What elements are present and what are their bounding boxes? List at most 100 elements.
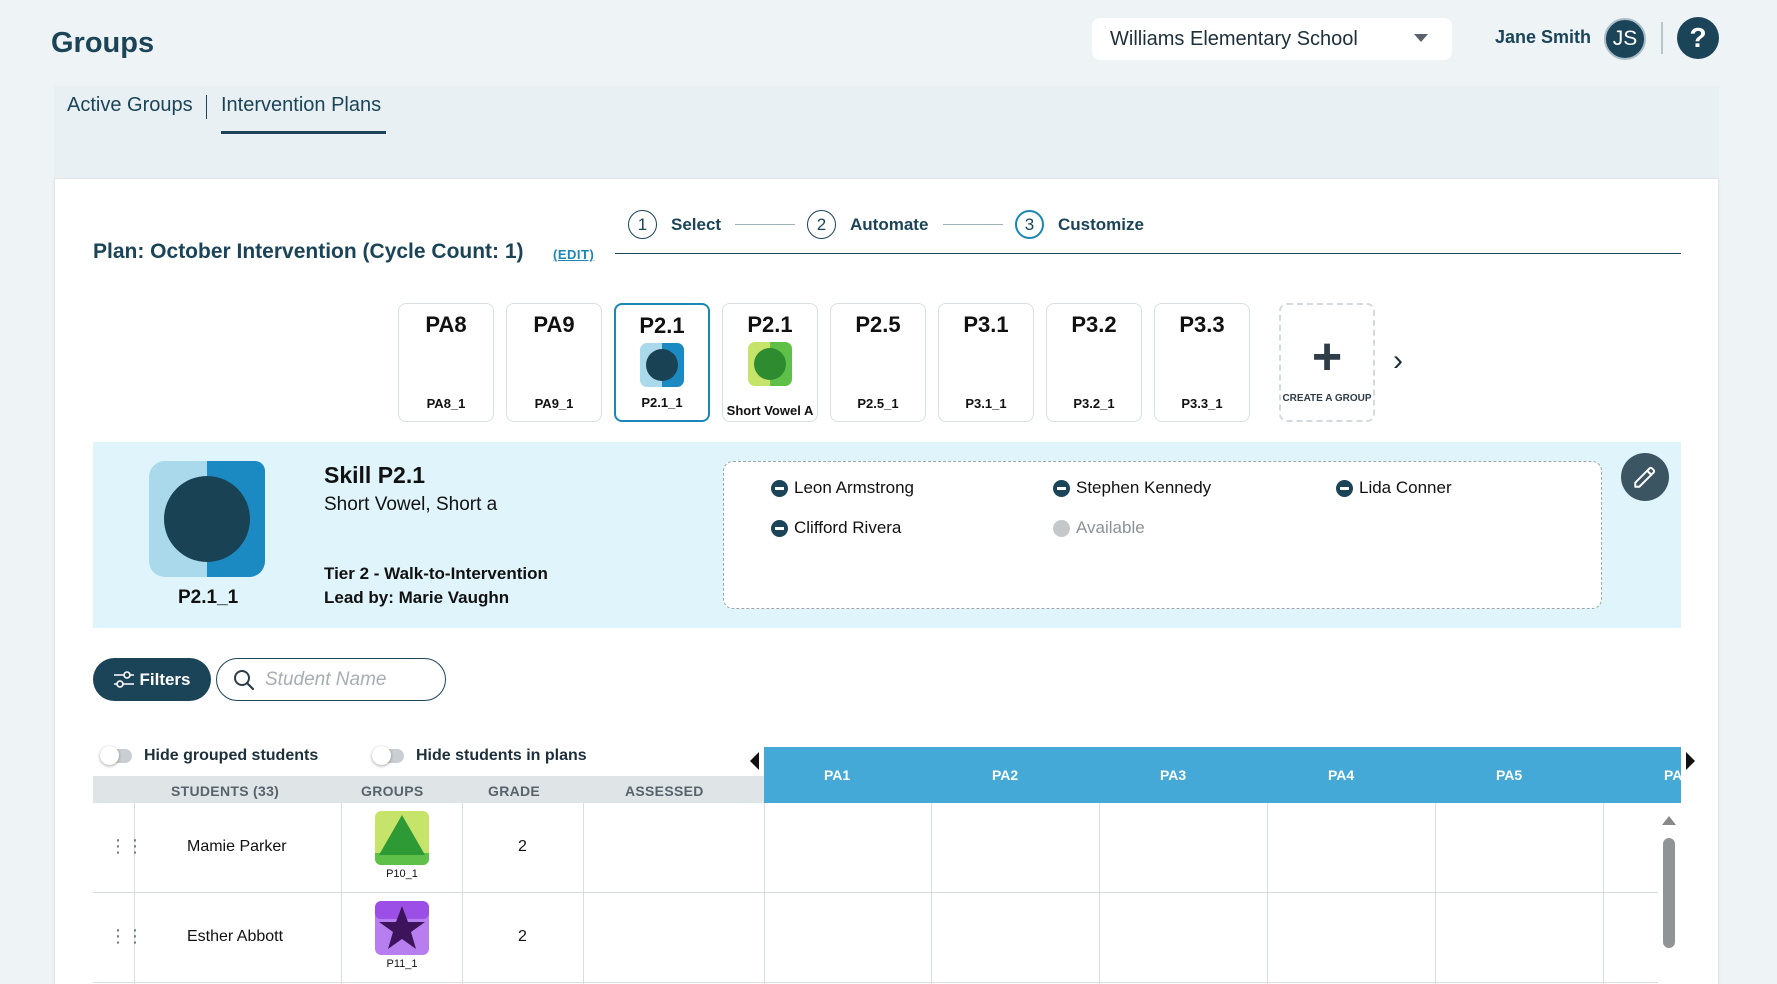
- hide-in-plans-toggle[interactable]: Hide students in plans: [372, 746, 587, 765]
- student-grade: 2: [518, 928, 527, 945]
- tab-separator: [206, 95, 207, 119]
- group-member[interactable]: Stephen Kennedy: [1053, 478, 1211, 498]
- remove-member-icon[interactable]: [771, 519, 788, 537]
- group-member[interactable]: Clifford Rivera: [771, 518, 901, 538]
- group-member[interactable]: Lida Conner: [1336, 478, 1452, 498]
- hide-grouped-toggle[interactable]: Hide grouped students: [100, 746, 319, 765]
- step-label: Customize: [1058, 214, 1144, 234]
- step-automate[interactable]: 2 Automate: [807, 210, 928, 239]
- skill-name: Skill P2.1: [324, 462, 426, 488]
- student-name[interactable]: Esther Abbott: [187, 928, 284, 945]
- group-tile-title: P2.5: [855, 312, 901, 337]
- toggle-label: Hide grouped students: [144, 747, 319, 764]
- table-row[interactable]: ⋮⋮ Esther Abbott P11_1 2: [93, 893, 1658, 983]
- step-label: Automate: [850, 214, 929, 234]
- step-number: 1: [628, 210, 657, 239]
- plan-edit-link[interactable]: (EDIT): [553, 247, 595, 262]
- group-tile[interactable]: P2.5 P2.5_1: [830, 303, 926, 422]
- toggle-switch[interactable]: [100, 746, 132, 765]
- avatar[interactable]: JS: [1604, 18, 1646, 60]
- group-tile-label: P3.2_1: [1073, 396, 1115, 411]
- column-header-pa[interactable]: PA4: [1328, 767, 1355, 783]
- step-select[interactable]: 1 Select: [628, 210, 721, 239]
- group-tile-title: P2.1: [747, 312, 793, 337]
- column-header-pa[interactable]: PA2: [992, 767, 1019, 783]
- page-title: Groups: [51, 27, 155, 59]
- remove-member-icon[interactable]: [771, 479, 788, 497]
- drag-handle-icon[interactable]: ⋮⋮: [109, 926, 144, 946]
- column-divider: [1267, 803, 1268, 984]
- column-header-pa[interactable]: PA5: [1496, 767, 1523, 783]
- drag-handle-icon[interactable]: ⋮⋮: [109, 836, 144, 856]
- group-tile-label: P3.3_1: [1181, 396, 1223, 411]
- help-icon[interactable]: ?: [1677, 17, 1719, 59]
- scroll-up-icon[interactable]: [1662, 816, 1676, 825]
- column-header-pa[interactable]: PA1: [824, 767, 851, 783]
- column-header-pa[interactable]: PA6: [1664, 767, 1681, 783]
- edit-group-button[interactable]: [1621, 453, 1669, 501]
- student-search[interactable]: [216, 658, 446, 701]
- filters-label: Filters: [139, 669, 191, 689]
- school-select[interactable]: Williams Elementary School: [1092, 18, 1452, 60]
- green-circle-group-icon: [748, 342, 792, 386]
- group-tile-title: P2.1: [639, 313, 685, 338]
- group-tile[interactable]: P3.3 P3.3_1: [1154, 303, 1250, 422]
- school-select-value: Williams Elementary School: [1110, 27, 1358, 50]
- group-tile[interactable]: PA8 PA8_1: [398, 303, 494, 422]
- column-header-pa[interactable]: PA3: [1160, 767, 1187, 783]
- step-number: 2: [807, 210, 836, 239]
- group-member[interactable]: Leon Armstrong: [771, 478, 914, 498]
- column-divider: [134, 803, 135, 984]
- scroll-right-icon[interactable]: [1686, 752, 1695, 770]
- group-tile[interactable]: P3.2 P3.2_1: [1046, 303, 1142, 422]
- filters-button[interactable]: Filters: [93, 658, 211, 701]
- available-slot[interactable]: Available: [1053, 518, 1145, 538]
- chevron-right-icon[interactable]: ›: [1393, 344, 1403, 377]
- table-header: [93, 776, 764, 803]
- student-search-input[interactable]: [265, 668, 435, 691]
- green-triangle-group-icon[interactable]: [375, 811, 429, 865]
- member-name: Clifford Rivera: [794, 518, 902, 537]
- step-customize[interactable]: 3 Customize: [1015, 210, 1144, 239]
- group-tile-title: PA9: [533, 312, 575, 337]
- available-label: Available: [1076, 518, 1145, 537]
- tab-active-indicator: [221, 131, 386, 134]
- create-group-button[interactable]: + CREATE A GROUP: [1279, 303, 1375, 422]
- column-header-students[interactable]: STUDENTS (33): [171, 783, 280, 799]
- column-header-assessed[interactable]: ASSESSED: [625, 783, 704, 799]
- group-tile[interactable]: PA9 PA9_1: [506, 303, 602, 422]
- group-tile-title: P3.2: [1071, 312, 1117, 337]
- group-tile-label: Short Vowel A: [726, 403, 814, 418]
- group-tile[interactable]: P2.1 Short Vowel A: [722, 303, 818, 422]
- column-divider: [1435, 803, 1436, 984]
- skill-group-code: P2.1_1: [178, 587, 239, 608]
- column-divider: [931, 803, 932, 984]
- column-header-groups[interactable]: GROUPS: [361, 783, 424, 799]
- student-name[interactable]: Mamie Parker: [187, 838, 287, 855]
- tab-intervention-plans[interactable]: Intervention Plans: [221, 94, 382, 116]
- group-tile-selected[interactable]: P2.1 P2.1_1: [614, 303, 710, 422]
- table-row[interactable]: ⋮⋮ Mamie Parker P10_1 2: [93, 803, 1658, 893]
- stepper-connector: [943, 224, 1003, 225]
- group-members-dropzone[interactable]: [723, 461, 1602, 609]
- group-tile-title: PA8: [425, 312, 467, 337]
- create-group-label: CREATE A GROUP: [1282, 393, 1372, 404]
- search-icon: [234, 669, 255, 690]
- scroll-left-icon[interactable]: [750, 752, 759, 770]
- skill-description: Short Vowel, Short a: [324, 494, 498, 515]
- group-tile[interactable]: P3.1 P3.1_1: [938, 303, 1034, 422]
- pa-columns-header: PA1 PA2 PA3 PA4 PA5 PA6: [764, 747, 1681, 803]
- tab-active-groups[interactable]: Active Groups: [67, 94, 193, 116]
- group-tile-title: P3.1: [963, 312, 1009, 337]
- column-divider: [1603, 803, 1604, 984]
- skill-tier: Tier 2 - Walk-to-Intervention: [324, 564, 548, 583]
- purple-star-group-icon[interactable]: [375, 901, 429, 955]
- column-header-grade[interactable]: GRADE: [488, 783, 541, 799]
- vertical-scrollbar-thumb[interactable]: [1663, 838, 1675, 948]
- toggle-switch[interactable]: [372, 746, 404, 765]
- remove-member-icon[interactable]: [1053, 479, 1070, 497]
- remove-member-icon[interactable]: [1336, 479, 1353, 497]
- user-name[interactable]: Jane Smith: [1495, 27, 1592, 47]
- stepper-connector: [735, 224, 795, 225]
- sliders-icon: [114, 670, 135, 688]
